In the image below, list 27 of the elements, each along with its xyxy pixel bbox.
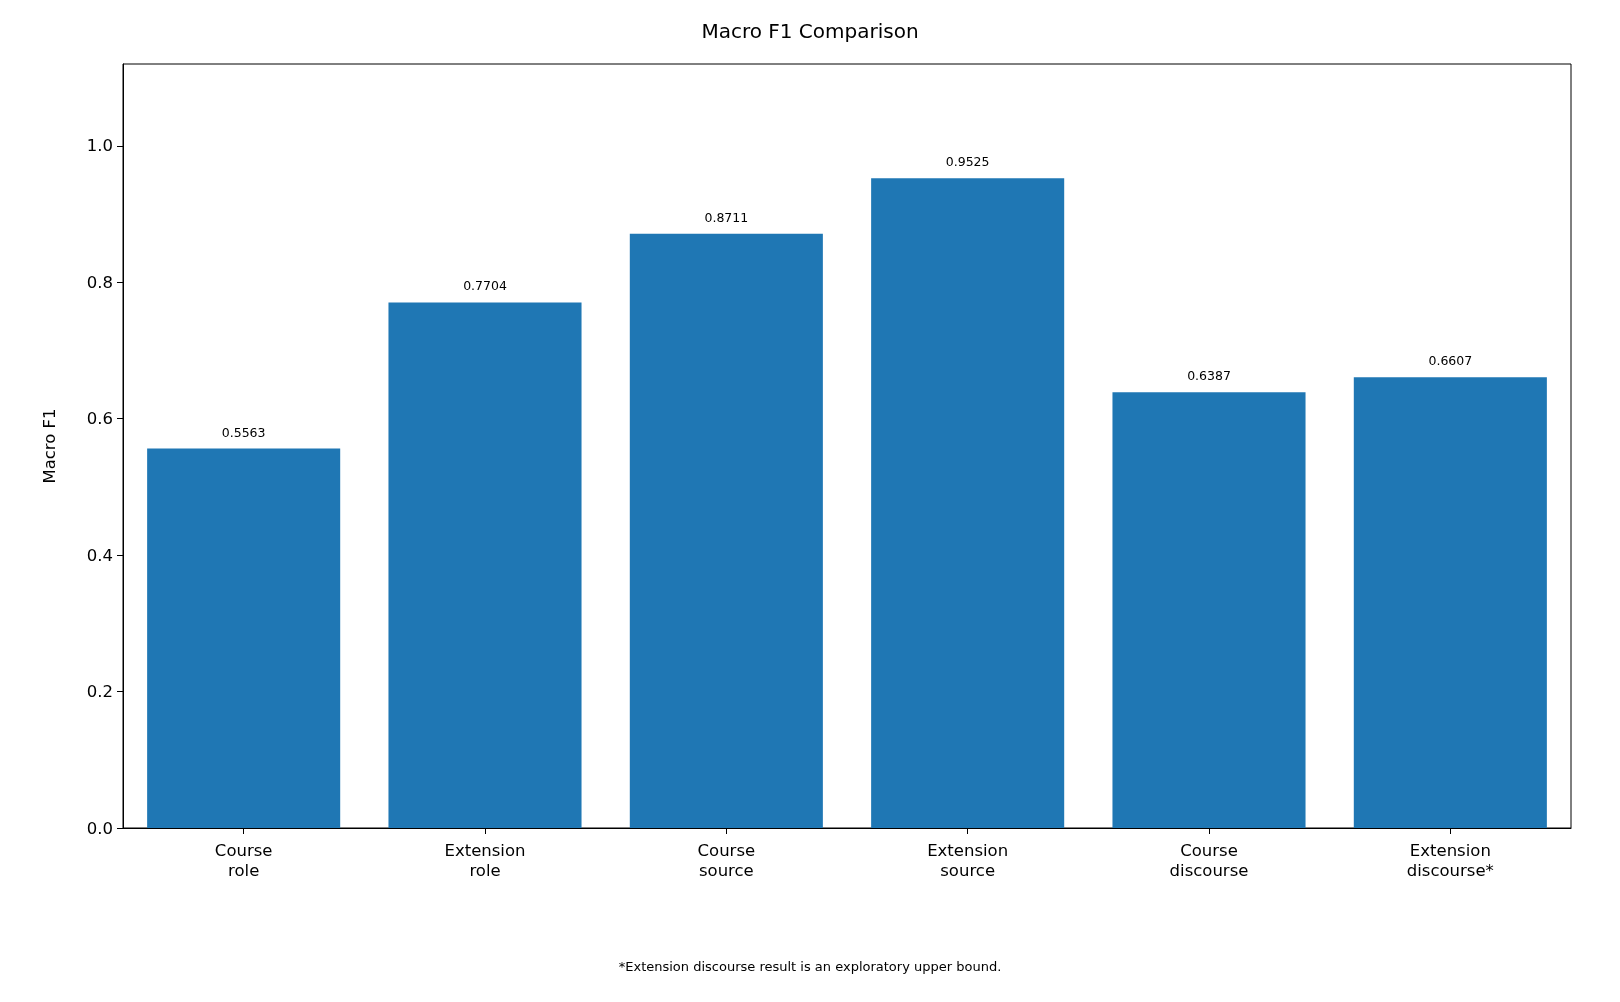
bar: [871, 178, 1065, 828]
bar: [1112, 392, 1306, 828]
y-tick-label: 1.0: [86, 136, 113, 156]
y-tick-label: 0.8: [86, 272, 113, 292]
data-label: 0.9525: [945, 154, 990, 170]
y-axis-title: Macro F1: [40, 408, 59, 484]
y-tick-label: 0.0: [86, 818, 113, 838]
bar: [1353, 377, 1547, 828]
bar: [388, 302, 582, 828]
x-tick-label: Course source: [697, 840, 756, 880]
data-label: 0.7704: [463, 278, 507, 294]
y-tick-label: 0.4: [86, 545, 113, 565]
bar: [147, 448, 341, 828]
chart-title: Macro F1 Comparison: [701, 19, 919, 43]
x-tick-label: Extension discourse*: [1406, 840, 1494, 880]
data-label: 0.8711: [704, 209, 749, 225]
x-tick-label: Extension source: [927, 840, 1009, 880]
x-tick-label: Course role: [214, 840, 273, 880]
x-tick-label: Extension role: [444, 840, 526, 880]
y-tick-label: 0.2: [86, 682, 113, 702]
data-label: 0.6387: [1187, 368, 1231, 384]
x-tick-label: Course discourse: [1169, 840, 1249, 880]
data-label: 0.5563: [221, 424, 266, 440]
bar: [629, 233, 823, 828]
data-label: 0.6607: [1428, 353, 1473, 369]
text: *Extension discourse result is an exploratory upper bound.: [618, 959, 1002, 974]
y-tick-label: 0.6: [86, 409, 113, 429]
